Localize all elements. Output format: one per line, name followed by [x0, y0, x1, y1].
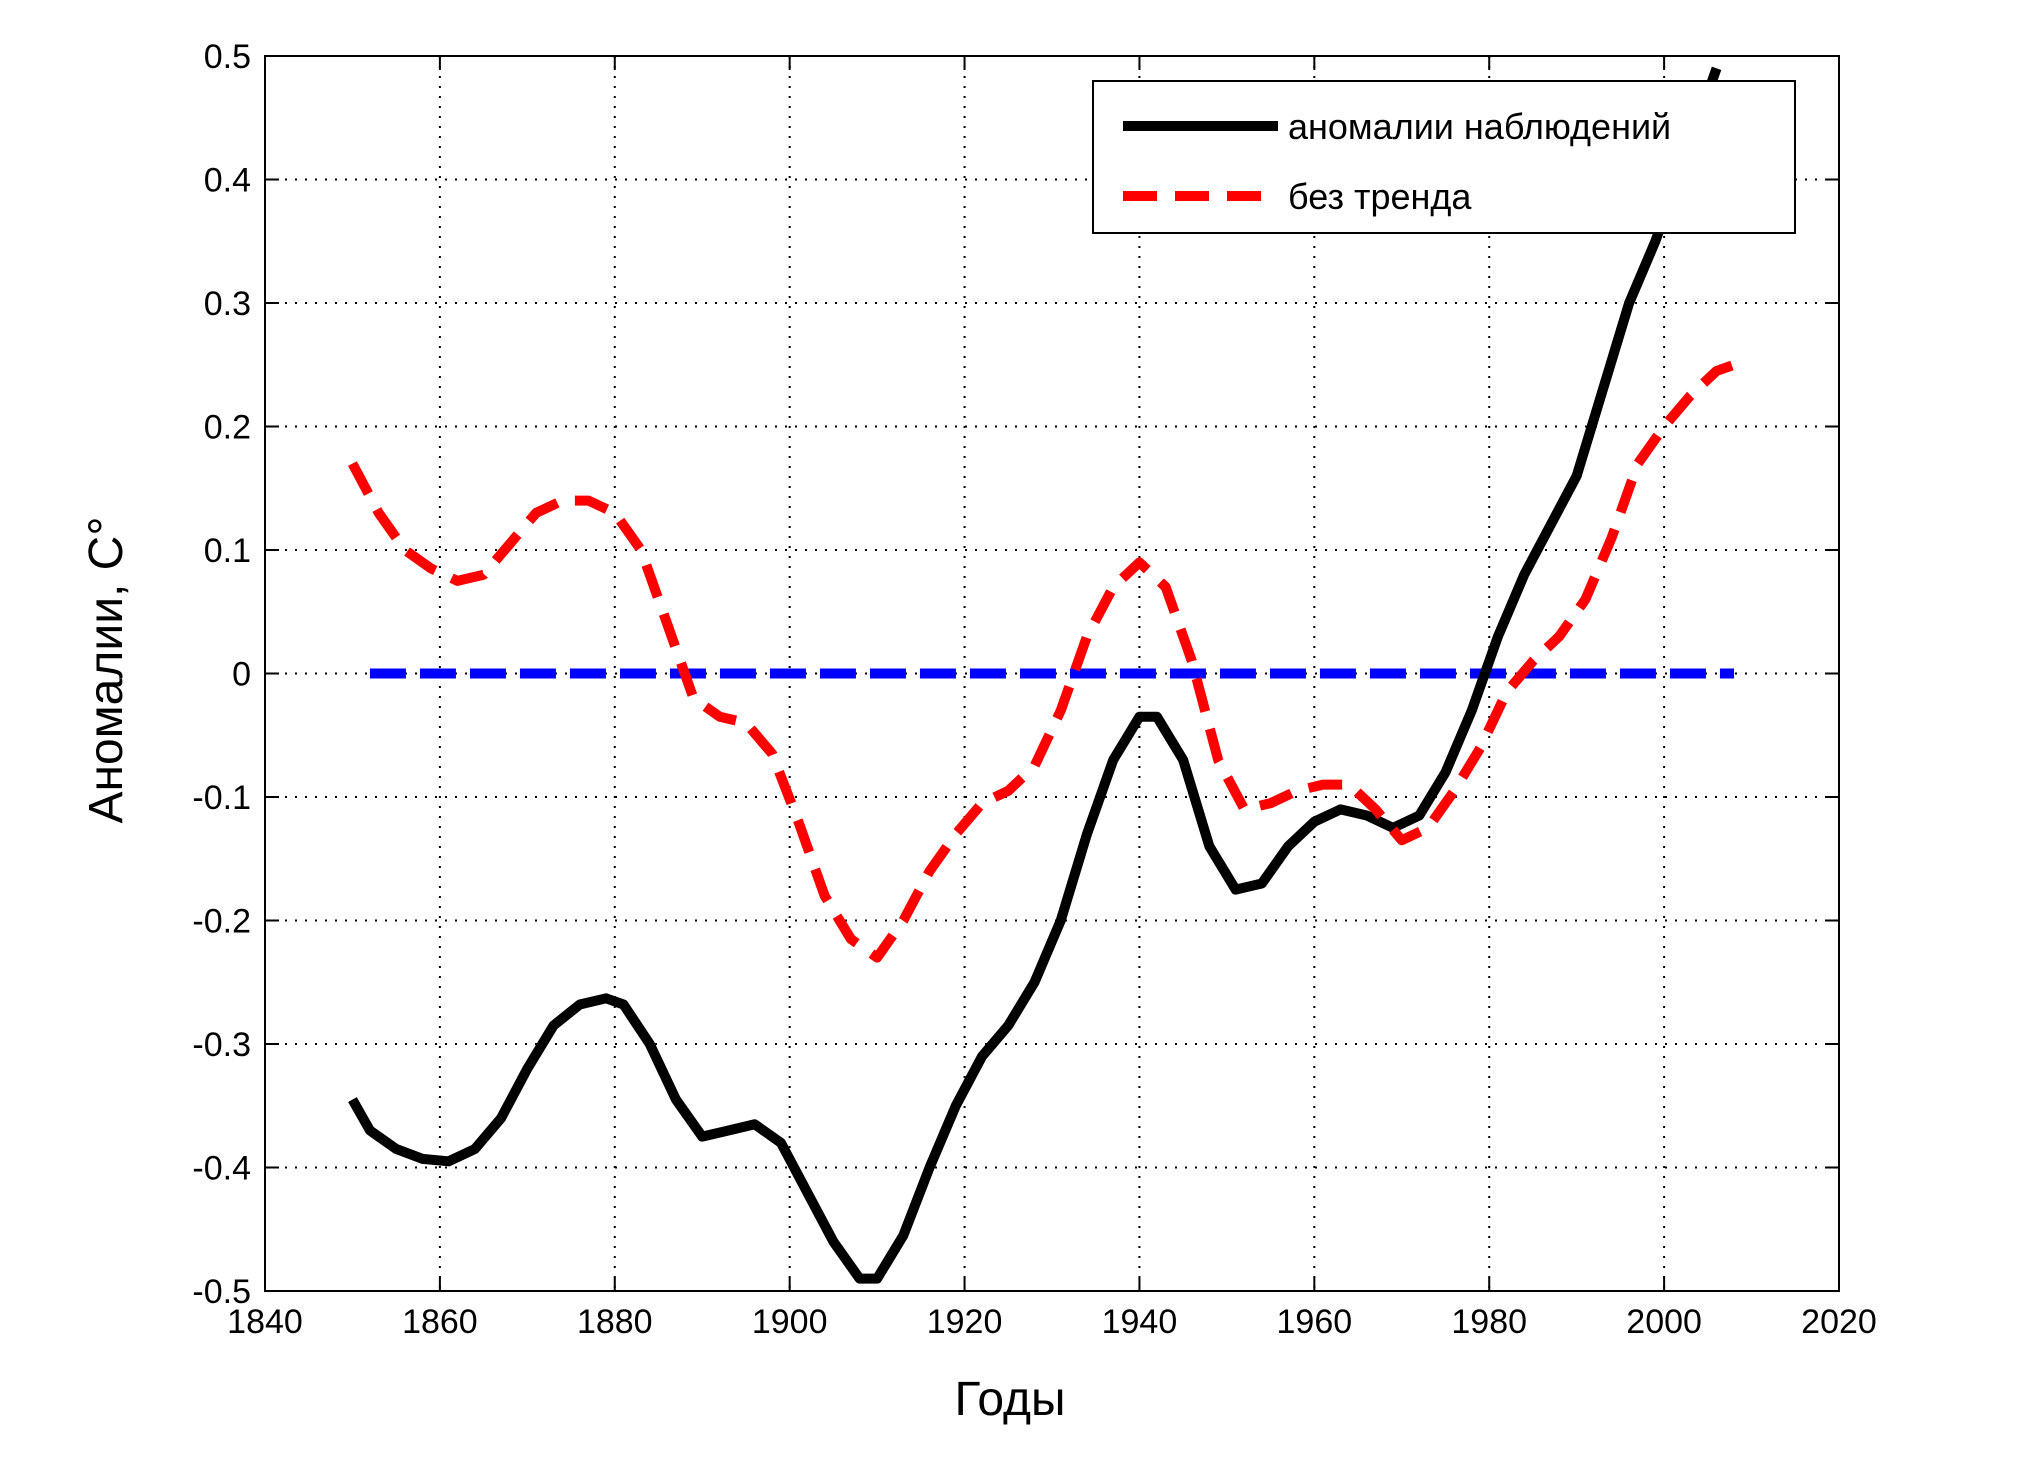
y-tick-label: -0.5: [192, 1273, 251, 1311]
x-axis-label: Годы: [955, 1373, 1066, 1426]
plot-frame: [264, 55, 1840, 1292]
x-tick-label: 1940: [1102, 1303, 1178, 1341]
x-tick-label: 1900: [752, 1303, 828, 1341]
x-tick-label: 1980: [1451, 1303, 1527, 1341]
line-series: [348, 66, 1722, 1284]
y-tick-label: 0.5: [204, 38, 251, 76]
x-tick-label: 1960: [1277, 1303, 1353, 1341]
x-tick-label: 1840: [227, 1303, 303, 1341]
legend-label: без тренда: [1288, 176, 1472, 217]
x-tick-label: 1920: [927, 1303, 1003, 1341]
x-tick-label: 1860: [402, 1303, 478, 1341]
y-tick-label: 0.4: [204, 162, 251, 200]
legend-label: аномалии наблюдений: [1288, 106, 1671, 147]
y-tick-label: 0.1: [204, 532, 251, 570]
y-tick-label: -0.3: [192, 1026, 251, 1064]
y-tick-label: -0.1: [192, 779, 251, 817]
y-tick-label: -0.2: [192, 903, 251, 941]
y-axis-label: Аномалии, C°: [80, 516, 133, 823]
line-series: [348, 360, 1736, 963]
y-tick-label: 0: [232, 656, 251, 694]
y-tick-label: -0.4: [192, 1150, 251, 1188]
legend-box: [1092, 80, 1796, 234]
y-tick-label: 0.3: [204, 285, 251, 323]
x-tick-label: 2000: [1626, 1303, 1702, 1341]
x-tick-label: 2020: [1801, 1303, 1877, 1341]
y-tick-label: 0.2: [204, 409, 251, 447]
legend: аномалии наблюдений без тренда: [1092, 80, 1796, 234]
x-tick-label: 1880: [577, 1303, 653, 1341]
